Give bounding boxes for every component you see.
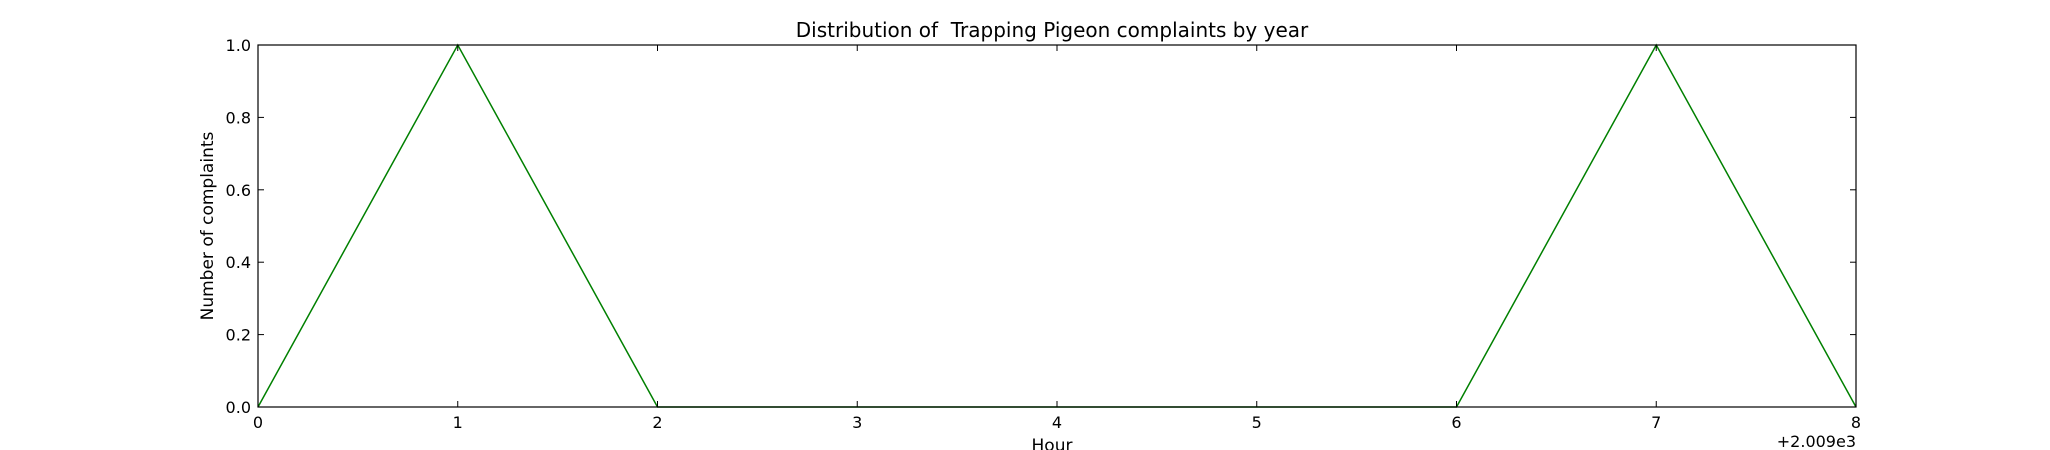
x-tick-label: 4 [1052,413,1062,432]
y-tick-label: 0.4 [226,253,251,272]
x-axis-title: Hour [1032,436,1073,450]
series-line-0 [257,43,1857,408]
x-tick-label: 3 [852,413,862,432]
y-tick-label: 0.2 [226,326,251,345]
y-tick-label: 0.6 [226,181,251,200]
y-axis-title: Number of complaints [198,131,218,320]
plot-frame [257,44,1857,408]
y-tick-label: 0.0 [226,398,251,417]
x-tick-label: 7 [1651,413,1661,432]
x-tick-label: 8 [1851,413,1861,432]
x-tick-label: 5 [1252,413,1262,432]
x-axis-offset-label: +2.009e3 [1777,432,1856,450]
y-tick-label: 0.8 [226,108,251,127]
y-tick-label: 1.0 [226,36,251,55]
chart-title: Distribution of Trapping Pigeon complain… [796,18,1309,42]
x-tick-label: 6 [1451,413,1461,432]
x-tick-label: 2 [652,413,662,432]
x-tick-label: 1 [453,413,463,432]
plot-area: 0 1 2 3 4 5 6 7 8 0.0 0.2 0.4 0.6 0.8 1.0 [226,36,1862,432]
x-tick-label: 0 [253,413,263,432]
